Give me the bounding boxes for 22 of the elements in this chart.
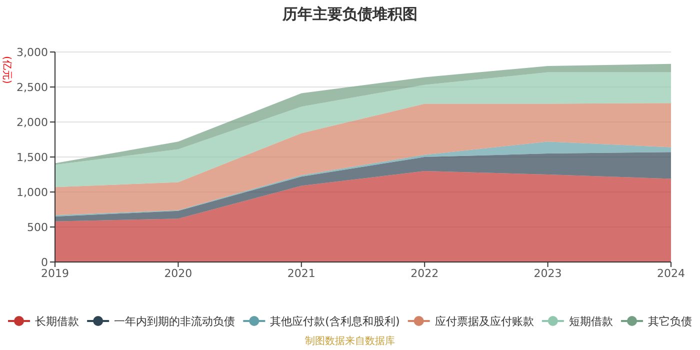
legend-label: 其他应付款(含利息和股利)	[270, 315, 400, 328]
x-tick-label: 2022	[410, 267, 439, 280]
y-tick-label: 500	[27, 221, 48, 234]
legend-label: 长期借款	[35, 315, 79, 328]
legend-label: 其它负债	[648, 315, 692, 328]
legend-label: 短期借款	[568, 315, 613, 328]
legend-label: 一年内到期的非流动负债	[114, 315, 236, 328]
x-tick-label: 2023	[534, 267, 562, 280]
y-tick-label: 3,000	[16, 46, 48, 59]
y-tick-label: 2,500	[16, 81, 48, 94]
annotation: 制图数据来自数据库	[305, 336, 395, 347]
y-tick-label: 1,000	[16, 186, 48, 199]
y-axis-title: (亿元)	[1, 56, 12, 84]
legend-label: 应付票据及应付账款	[434, 315, 534, 328]
y-tick-label: 2,000	[16, 116, 48, 129]
y-tick-label: 1,500	[16, 151, 48, 164]
x-tick-label: 2020	[164, 267, 192, 280]
x-tick-label: 2019	[41, 267, 69, 280]
x-tick-label: 2024	[657, 267, 685, 280]
chart-title: 历年主要负债堆积图	[282, 5, 418, 23]
y-tick-label: 0	[41, 256, 48, 269]
x-tick-label: 2021	[287, 267, 316, 280]
